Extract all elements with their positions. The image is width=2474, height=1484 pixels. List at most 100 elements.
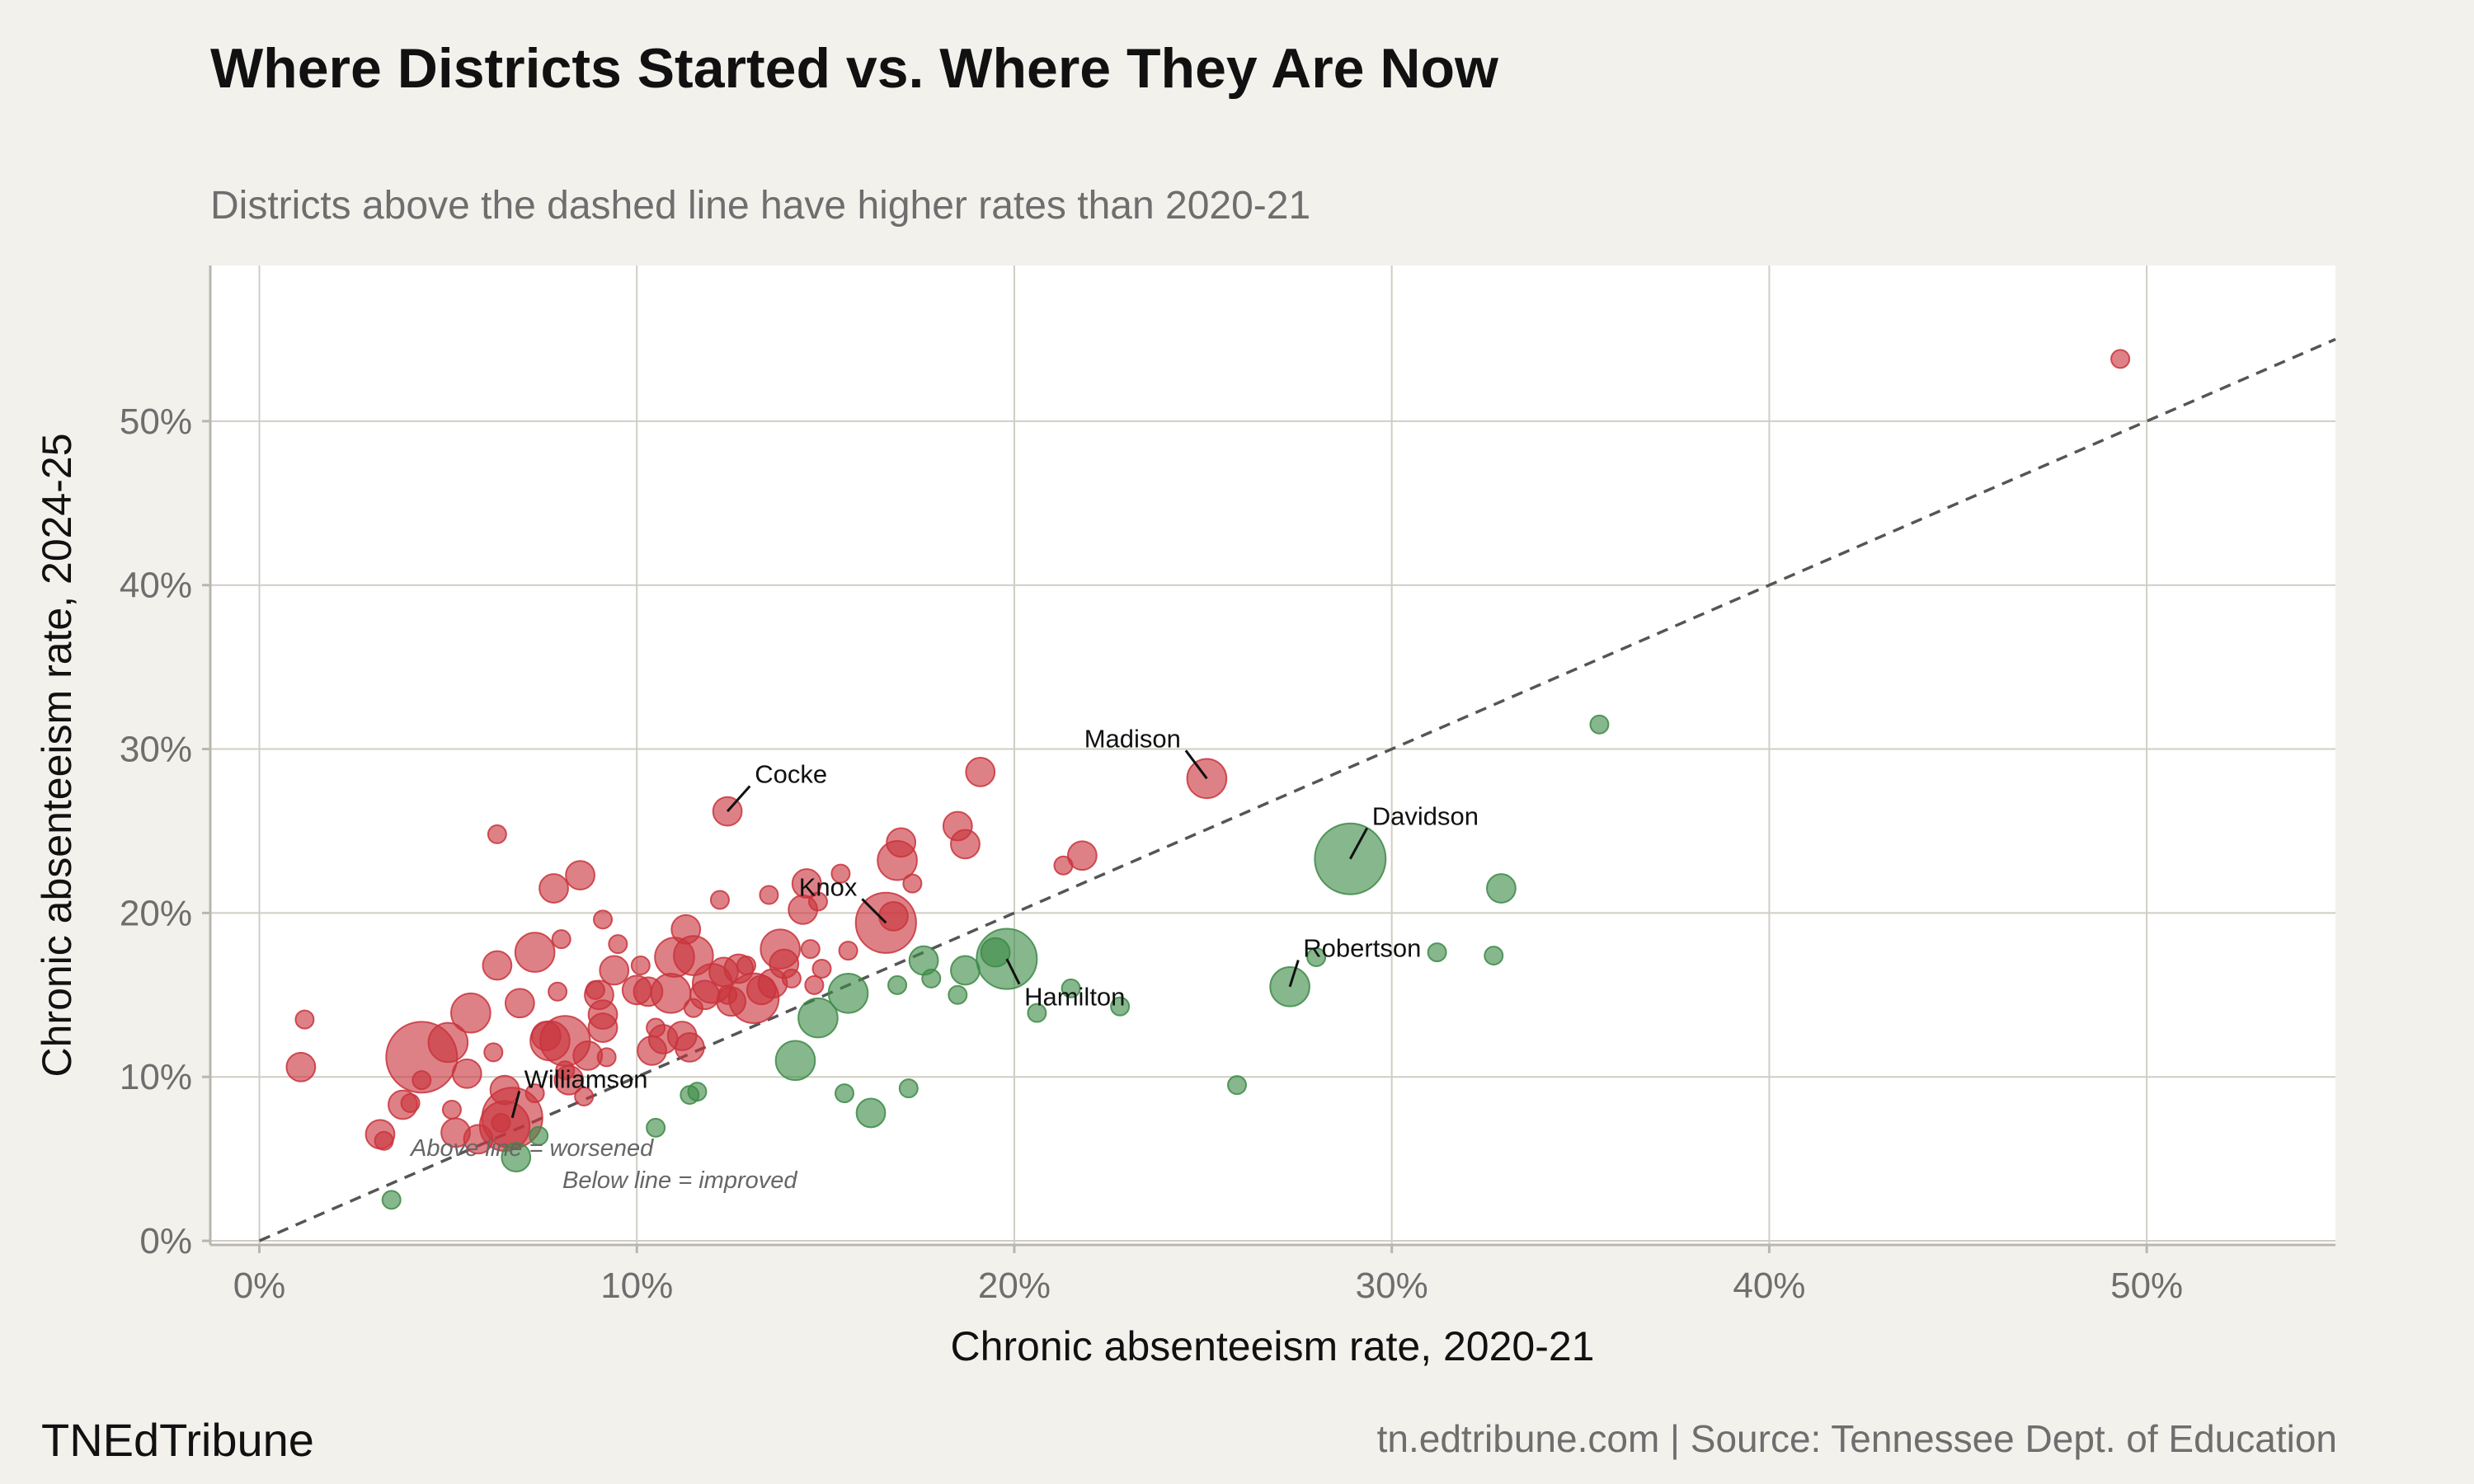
data-point-worsened (451, 1058, 482, 1089)
data-point-worsened (489, 1074, 520, 1106)
data-point-worsened (630, 955, 651, 975)
x-tick-label: 20% (978, 1266, 1051, 1306)
x-axis-title: Chronic absenteeism rate, 2020-21 (950, 1323, 1594, 1369)
data-point-worsened (530, 1021, 562, 1051)
data-point-worsened (709, 890, 730, 910)
data-point-worsened (830, 863, 851, 884)
data-point-improved (898, 1078, 919, 1099)
data-point-worsened (463, 1124, 494, 1155)
data-point-improved (980, 937, 1011, 968)
data-point-worsened (285, 1051, 317, 1082)
data-point-worsened (736, 955, 756, 975)
data-point-worsened (902, 873, 923, 894)
district-labels: Cocke Madison Davidson Knox Robertson Hamilto… (510, 724, 1479, 1119)
data-point-improved (1306, 947, 1327, 968)
chart-subtitle: Districts above the dashed line have hig… (210, 184, 1311, 228)
data-point-worsened (596, 1047, 617, 1068)
data-point-improved (687, 1082, 708, 1102)
data-point-worsened (487, 824, 507, 844)
data-point-worsened (1066, 840, 1098, 871)
leader-line (1005, 958, 1021, 985)
district-label-williamson: Williamson (524, 1065, 648, 1094)
data-point-improved (381, 1190, 402, 1210)
axes (209, 265, 2335, 1247)
x-tick-label: 50% (2110, 1266, 2183, 1306)
data-point-worsened (482, 950, 513, 981)
district-label-cocke: Cocke (755, 759, 827, 788)
data-point-worsened (838, 941, 858, 961)
data-point-worsened (670, 913, 702, 945)
y-tick-label: 10% (120, 1057, 192, 1097)
data-point-worsened (427, 1021, 469, 1064)
data-point-worsened (294, 1009, 315, 1030)
district-label-hamilton: Hamilton (1024, 983, 1125, 1012)
data-point-worsened (965, 756, 996, 787)
district-label-madison: Madison (1084, 724, 1181, 753)
brand-logo-text: TNEdTribune (41, 1414, 314, 1466)
y-tick-label: 30% (120, 730, 192, 770)
data-point-worsened (791, 868, 822, 899)
data-point-improved (1484, 946, 1504, 966)
data-point-worsened (574, 1087, 595, 1107)
data-point-worsened (759, 885, 779, 905)
x-tick-label: 10% (600, 1266, 673, 1306)
data-point-worsened (551, 929, 571, 950)
data-point-improved (1027, 1003, 1047, 1023)
leader-line (510, 1091, 521, 1119)
data-point-worsened (593, 909, 614, 930)
data-point-worsened (565, 860, 595, 891)
y-tick-label: 40% (120, 566, 192, 606)
data-point-worsened (804, 974, 825, 995)
data-point-improved (501, 1142, 532, 1173)
grid-lines (210, 265, 2335, 1245)
data-point-improved (855, 1097, 887, 1129)
x-tick-label: 30% (1356, 1266, 1428, 1306)
note-below-line: Below line = improved (562, 1167, 797, 1194)
data-point-improved (529, 1125, 549, 1146)
data-point-worsened (412, 1070, 432, 1091)
data-point-worsened (608, 934, 628, 955)
data-point-improved (1486, 873, 1517, 904)
data-points (285, 349, 2131, 1210)
data-point-worsened (717, 984, 738, 1005)
data-point-worsened (646, 1017, 666, 1038)
data-point-worsened (800, 939, 821, 960)
data-point-worsened (886, 827, 917, 858)
data-point-improved (834, 1083, 854, 1104)
data-point-worsened (514, 932, 556, 973)
data-point-improved (950, 955, 981, 986)
data-point-worsened (807, 891, 828, 912)
data-point-improved (774, 1040, 816, 1082)
data-point-improved (1061, 978, 1081, 998)
x-tick-label: 40% (1733, 1266, 1805, 1306)
data-point-worsened (674, 1032, 705, 1063)
y-tick-label: 20% (120, 893, 192, 933)
data-point-worsened (555, 1060, 576, 1081)
note-above-line: Above line = worsened (409, 1135, 654, 1162)
data-point-worsened (450, 992, 492, 1034)
leader-line (726, 785, 751, 813)
data-point-worsened (2110, 349, 2131, 369)
leader-line (1349, 827, 1369, 860)
district-label-knox: Knox (799, 872, 858, 901)
data-point-worsened (585, 979, 605, 1000)
source-credit: tn.edtribune.com | Source: Tennessee Dep… (1376, 1417, 2337, 1460)
data-point-worsened (524, 1083, 545, 1104)
data-point-worsened (548, 981, 568, 1002)
data-point-improved (797, 997, 839, 1039)
data-point-worsened (539, 873, 569, 904)
data-point-worsened (878, 900, 909, 932)
data-point-worsened (683, 998, 703, 1018)
data-point-improved (887, 974, 908, 995)
data-point-worsened (587, 1012, 618, 1043)
data-point-worsened (504, 988, 535, 1019)
x-tick-label: 0% (233, 1266, 286, 1306)
leader-line (861, 898, 887, 924)
y-tick-label: 0% (139, 1221, 192, 1261)
data-point-worsened (1053, 855, 1074, 876)
leader-line (1184, 749, 1208, 780)
data-point-improved (1589, 714, 1610, 735)
data-point-improved (1427, 942, 1447, 963)
district-label-davidson: Davidson (1372, 801, 1479, 830)
